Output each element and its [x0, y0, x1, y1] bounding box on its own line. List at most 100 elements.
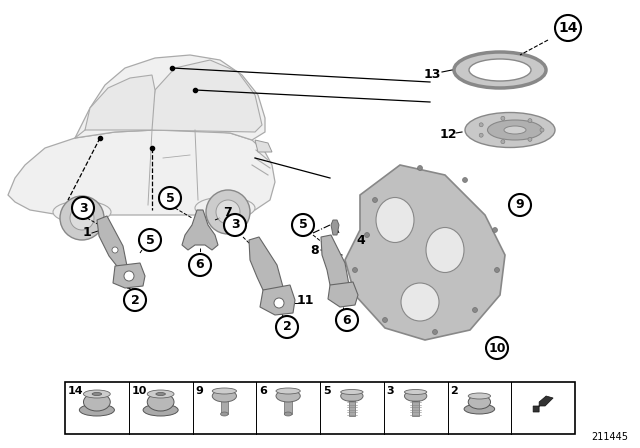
Circle shape — [292, 214, 314, 236]
Ellipse shape — [404, 391, 427, 401]
Circle shape — [383, 318, 387, 323]
Text: 8: 8 — [310, 244, 319, 257]
Ellipse shape — [488, 120, 543, 140]
Text: 5: 5 — [146, 233, 154, 246]
Ellipse shape — [465, 112, 555, 147]
Circle shape — [124, 271, 134, 281]
Ellipse shape — [221, 412, 228, 416]
Polygon shape — [345, 165, 505, 340]
Polygon shape — [150, 60, 262, 132]
Ellipse shape — [53, 201, 111, 223]
Bar — [65, 382, 575, 434]
Text: 5: 5 — [166, 191, 174, 204]
Circle shape — [540, 128, 544, 132]
Text: 2: 2 — [283, 320, 291, 333]
Polygon shape — [255, 140, 272, 152]
Ellipse shape — [426, 228, 464, 272]
Circle shape — [112, 247, 118, 253]
Circle shape — [353, 267, 358, 272]
Polygon shape — [260, 285, 295, 315]
Polygon shape — [249, 237, 283, 295]
Polygon shape — [182, 210, 218, 250]
Ellipse shape — [401, 283, 439, 321]
Circle shape — [276, 316, 298, 338]
Circle shape — [60, 196, 104, 240]
Text: 2: 2 — [451, 386, 458, 396]
Text: 3: 3 — [79, 202, 87, 215]
Circle shape — [159, 187, 181, 209]
Ellipse shape — [147, 393, 174, 411]
Circle shape — [433, 329, 438, 335]
Ellipse shape — [468, 395, 490, 409]
Ellipse shape — [212, 388, 237, 394]
Ellipse shape — [195, 197, 255, 219]
Text: 11: 11 — [296, 293, 314, 306]
Circle shape — [274, 298, 284, 308]
Circle shape — [493, 228, 497, 233]
Circle shape — [124, 289, 146, 311]
Text: 10: 10 — [132, 386, 147, 396]
Circle shape — [555, 15, 581, 41]
Circle shape — [501, 116, 505, 121]
Circle shape — [472, 307, 477, 313]
Text: 7: 7 — [223, 206, 232, 219]
Circle shape — [495, 267, 499, 272]
Circle shape — [479, 133, 483, 137]
Circle shape — [372, 198, 378, 202]
Polygon shape — [533, 396, 553, 412]
Text: 14: 14 — [68, 386, 84, 396]
Text: 6: 6 — [342, 314, 351, 327]
Polygon shape — [328, 282, 358, 307]
Circle shape — [224, 214, 246, 236]
Polygon shape — [8, 130, 275, 215]
Ellipse shape — [404, 389, 427, 395]
Ellipse shape — [464, 404, 495, 414]
Ellipse shape — [276, 388, 300, 394]
Text: 9: 9 — [516, 198, 524, 211]
Text: 4: 4 — [356, 233, 365, 246]
Text: 2: 2 — [131, 293, 140, 306]
Text: 211445: 211445 — [591, 432, 628, 442]
Circle shape — [486, 337, 508, 359]
Circle shape — [463, 177, 467, 182]
Circle shape — [139, 229, 161, 251]
Ellipse shape — [147, 390, 174, 398]
Ellipse shape — [340, 389, 363, 395]
Circle shape — [479, 123, 483, 127]
Ellipse shape — [504, 126, 526, 134]
Polygon shape — [85, 75, 155, 130]
Polygon shape — [113, 263, 145, 288]
Text: 3: 3 — [387, 386, 394, 396]
Circle shape — [509, 194, 531, 216]
Ellipse shape — [143, 404, 178, 416]
Polygon shape — [75, 55, 265, 140]
Text: 9: 9 — [195, 386, 204, 396]
Text: 6: 6 — [259, 386, 267, 396]
Circle shape — [206, 190, 250, 234]
Circle shape — [365, 233, 369, 237]
Bar — [284, 396, 292, 414]
Bar — [221, 396, 228, 414]
Ellipse shape — [79, 404, 115, 416]
Circle shape — [501, 140, 505, 144]
Ellipse shape — [469, 59, 531, 81]
Ellipse shape — [468, 393, 490, 399]
Ellipse shape — [454, 52, 546, 88]
Ellipse shape — [376, 198, 414, 242]
Ellipse shape — [276, 390, 300, 402]
Bar — [412, 396, 419, 416]
Circle shape — [417, 165, 422, 171]
Ellipse shape — [92, 392, 102, 396]
Text: 3: 3 — [230, 219, 239, 232]
Text: 10: 10 — [488, 341, 506, 354]
Circle shape — [336, 309, 358, 331]
Circle shape — [70, 206, 94, 230]
Text: 5: 5 — [323, 386, 331, 396]
Text: 14: 14 — [558, 21, 578, 35]
Circle shape — [216, 200, 240, 224]
Polygon shape — [321, 235, 349, 290]
Text: 13: 13 — [423, 69, 441, 82]
Bar — [349, 396, 355, 416]
Text: 1: 1 — [83, 227, 92, 240]
Ellipse shape — [83, 390, 110, 398]
